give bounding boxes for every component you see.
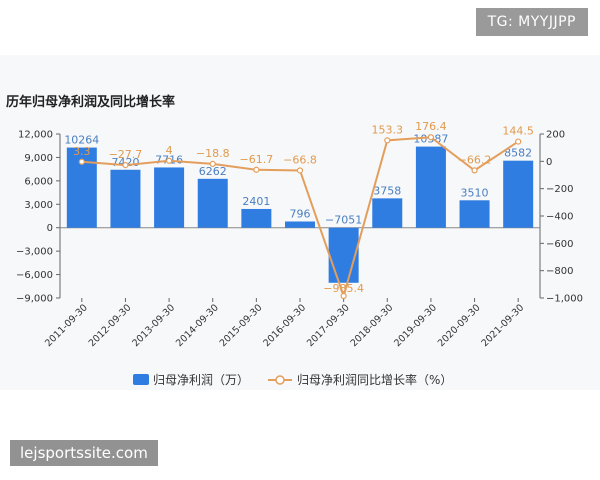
site-watermark: lejsportssite.com (10, 440, 158, 466)
bar (372, 198, 403, 228)
y-right-tick-label: −1,000 (546, 294, 583, 305)
bar (241, 208, 272, 228)
line-data-label: −985.4 (323, 282, 364, 295)
line-point (384, 137, 391, 144)
bar (110, 169, 141, 228)
y-right-tick-label: 200 (546, 130, 565, 141)
chart-title: 历年归母净利润及同比增长率 (6, 95, 176, 110)
bar-data-label: −7051 (325, 214, 362, 227)
bar (459, 200, 490, 228)
y-right-tick-label: −400 (546, 212, 573, 223)
y-right-tick-label: −200 (546, 184, 573, 195)
x-tick-label: 2017-09-30 (305, 302, 352, 349)
line-data-label: 3.3 (73, 145, 91, 158)
y-right-tick-label: 0 (546, 157, 552, 168)
y-right-tick-label: −600 (546, 239, 573, 250)
x-tick-label: 2020-09-30 (436, 302, 483, 349)
bar-data-label: 3758 (373, 184, 401, 197)
legend-line-marker (275, 375, 285, 385)
bar (154, 167, 185, 228)
legend-bar-swatch (133, 374, 149, 385)
line-data-label: −27.7 (109, 148, 143, 161)
bar-data-label: 3510 (461, 186, 489, 199)
line-point (165, 157, 173, 164)
line-data-label: 176.4 (415, 120, 447, 133)
bar (328, 227, 359, 283)
x-tick-label: 2013-09-30 (130, 302, 177, 349)
line-point (122, 162, 129, 169)
bar (285, 221, 315, 228)
line-point (78, 158, 85, 165)
y-left-tick-label: 3,000 (24, 200, 53, 211)
line-point (515, 138, 522, 145)
x-tick-label: 2016-09-30 (261, 302, 308, 349)
y-left-tick-label: 9,000 (24, 153, 53, 164)
line-data-label: −18.8 (196, 147, 230, 160)
y-left-tick-label: −9,000 (16, 294, 53, 305)
bar-data-label: 10264 (64, 134, 99, 147)
bar-data-label: 6262 (199, 165, 227, 178)
bar-data-label: 796 (290, 207, 311, 220)
legend-line-label: 归母净利润同比增长率（%） (297, 372, 452, 387)
line-data-label: −66.2 (458, 153, 492, 166)
line-point (471, 167, 478, 174)
x-tick-label: 2019-09-30 (392, 302, 439, 349)
x-tick-label: 2012-09-30 (87, 302, 134, 349)
y-left-tick-label: 12,000 (18, 130, 53, 141)
y-left-tick-label: −3,000 (16, 247, 53, 258)
line-data-label: −66.8 (283, 153, 317, 166)
x-tick-label: 2021-09-30 (479, 302, 526, 349)
bar-data-label: 8582 (504, 147, 532, 160)
line-point (296, 167, 304, 174)
legend-bar-label: 归母净利润（万） (153, 373, 249, 387)
y-left-tick-label: 6,000 (24, 176, 53, 187)
line-point (253, 166, 260, 173)
line-data-label: 153.3 (372, 123, 404, 136)
line-data-label: 4 (166, 144, 173, 157)
x-tick-label: 2014-09-30 (174, 302, 221, 349)
bar (503, 160, 534, 228)
y-right-tick-label: −800 (546, 266, 573, 277)
x-tick-label: 2011-09-30 (43, 302, 90, 349)
line-point (427, 134, 435, 141)
bar-data-label: 2401 (242, 195, 270, 208)
y-left-tick-label: −6,000 (16, 270, 53, 281)
line-point (209, 160, 216, 168)
line-point (340, 292, 347, 300)
x-tick-label: 2018-09-30 (349, 302, 396, 349)
y-left-tick-label: 0 (47, 223, 53, 234)
watermark-tag: TG: MYYJJPP (475, 8, 588, 36)
line-data-label: −61.7 (240, 153, 274, 166)
x-tick-label: 2015-09-30 (218, 302, 265, 349)
line-data-label: 144.5 (502, 125, 534, 138)
bar (197, 178, 228, 228)
bar (415, 146, 446, 228)
